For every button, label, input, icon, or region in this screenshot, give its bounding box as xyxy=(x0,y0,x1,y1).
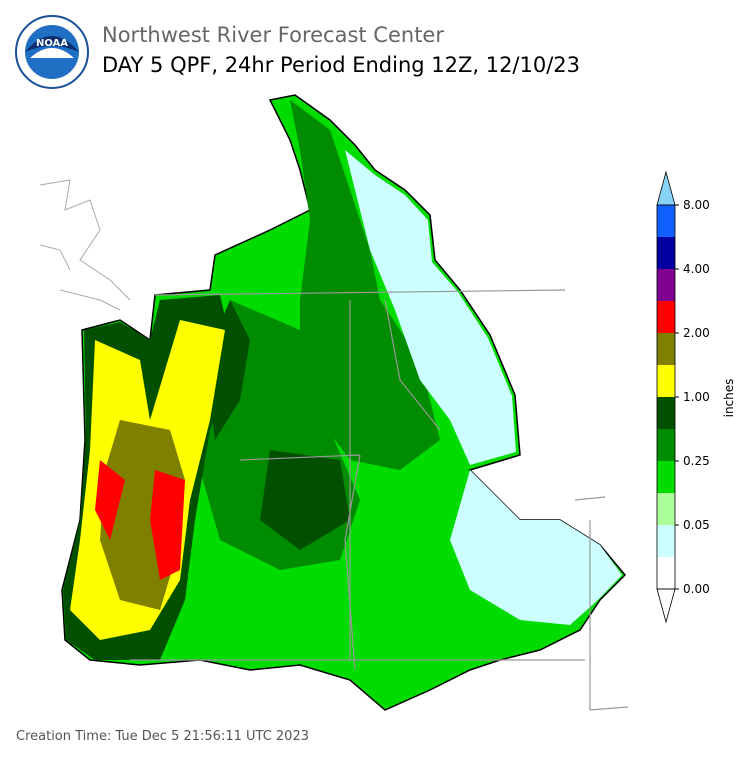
colorbar-segment xyxy=(657,269,675,301)
colorbar-segment xyxy=(657,333,675,365)
colorbar-tick-label: 0.25 xyxy=(683,454,710,468)
colorbar-segment xyxy=(657,429,675,461)
colorbar-segment xyxy=(657,493,675,525)
colorbar-tick-label: 0.00 xyxy=(683,582,710,596)
colorbar-tick-label: 8.00 xyxy=(683,198,710,212)
logo-text: NOAA xyxy=(36,38,68,49)
colorbar-segment xyxy=(657,365,675,397)
colorbar-arrow xyxy=(656,170,676,206)
subtitle: DAY 5 QPF, 24hr Period Ending 12Z, 12/10… xyxy=(102,53,580,77)
colorbar-segment xyxy=(657,525,675,557)
colorbar-segment xyxy=(657,461,675,493)
colorbar-segment xyxy=(657,301,675,333)
colorbar-segment xyxy=(657,205,675,237)
map xyxy=(39,94,629,711)
colorbar-tick-label: 0.05 xyxy=(683,518,710,532)
colorbar-tick-label: 1.00 xyxy=(683,390,710,404)
colorbar-segment xyxy=(657,397,675,429)
colorbar-unit: inches xyxy=(722,379,736,418)
colorbar-tick-label: 2.00 xyxy=(683,326,710,340)
colorbar-segment xyxy=(657,557,675,589)
colorbar-segment xyxy=(657,237,675,269)
colorbar-arrow xyxy=(656,588,676,624)
colorbar-tick-label: 4.00 xyxy=(683,262,710,276)
noaa-logo: NOAA xyxy=(15,15,89,89)
colorbar: 8.00 4.00 2.00 1.00 0.25 0.05 0.00 xyxy=(656,170,710,624)
title: Northwest River Forecast Center xyxy=(102,23,444,47)
creation-time: Creation Time: Tue Dec 5 21:56:11 UTC 20… xyxy=(16,729,309,744)
